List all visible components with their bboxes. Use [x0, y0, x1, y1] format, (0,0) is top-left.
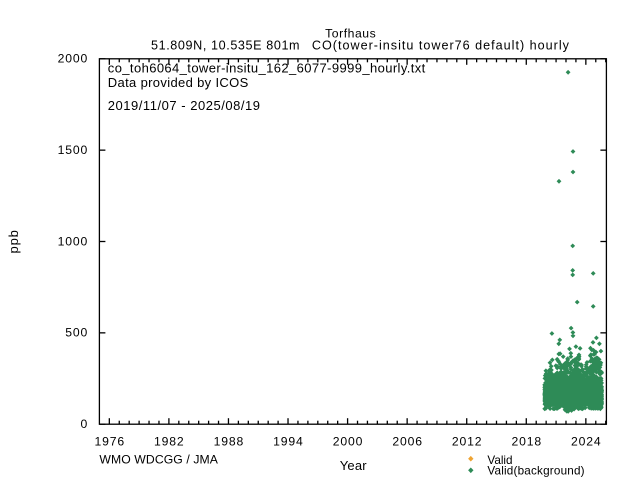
- svg-text:Data provided by ICOS: Data provided by ICOS: [108, 75, 249, 90]
- svg-text:2018: 2018: [511, 435, 542, 449]
- svg-text:1500: 1500: [58, 143, 89, 157]
- svg-text:1988: 1988: [214, 435, 245, 449]
- svg-text:2012: 2012: [452, 435, 483, 449]
- svg-text:2000: 2000: [58, 52, 89, 66]
- svg-text:1000: 1000: [58, 234, 89, 248]
- svg-text:2000: 2000: [333, 435, 364, 449]
- svg-text:51.809N, 10.535E 801m: 51.809N, 10.535E 801m: [151, 38, 300, 52]
- svg-text:0: 0: [81, 417, 89, 431]
- svg-text:2024: 2024: [571, 435, 602, 449]
- svg-text:Torfhaus: Torfhaus: [325, 26, 376, 40]
- svg-text:Valid: Valid: [487, 454, 512, 467]
- svg-text:1982: 1982: [154, 435, 185, 449]
- svg-text:CO(tower-insitu tower76 defaul: CO(tower-insitu tower76 default) hourly: [312, 38, 570, 52]
- svg-text:co_toh6064_tower-insitu_162_60: co_toh6064_tower-insitu_162_6077-9999_ho…: [108, 61, 426, 76]
- svg-text:WMO WDCGG / JMA: WMO WDCGG / JMA: [99, 452, 218, 466]
- svg-text:Valid(background): Valid(background): [487, 464, 584, 477]
- svg-text:1976: 1976: [94, 435, 125, 449]
- svg-text:500: 500: [65, 326, 88, 340]
- svg-text:2019/11/07 - 2025/08/19: 2019/11/07 - 2025/08/19: [108, 98, 261, 113]
- svg-text:ppb: ppb: [6, 229, 21, 253]
- svg-text:1994: 1994: [273, 435, 304, 449]
- svg-text:2006: 2006: [392, 435, 423, 449]
- svg-text:Year: Year: [340, 458, 368, 473]
